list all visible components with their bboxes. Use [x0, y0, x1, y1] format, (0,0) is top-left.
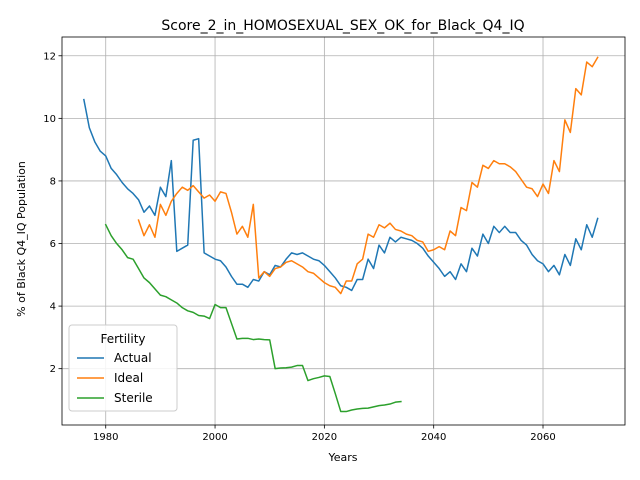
legend-box [68, 324, 178, 412]
legend-label-ideal: Ideal [114, 371, 143, 385]
x-tick-label: 2020 [312, 432, 337, 443]
y-tick-label: 6 [50, 239, 56, 250]
plot-frame [61, 36, 626, 426]
y-axis-label: % of Black Q4_IQ Population [15, 161, 28, 317]
x-tick-label: 2060 [530, 432, 555, 443]
y-tick-label: 8 [50, 176, 56, 187]
grid [62, 37, 625, 425]
y-tick-label: 4 [50, 302, 56, 313]
x-tick-label: 2000 [202, 432, 227, 443]
chart-title: Score_2_in_HOMOSEXUAL_SEX_OK_for_Black_Q… [161, 18, 524, 34]
legend-items: Actual Ideal Sterile [77, 351, 153, 405]
legend-label-actual: Actual [114, 351, 152, 365]
legend: Fertility Actual Ideal Sterile [68, 324, 178, 412]
x-axis-label: Years [327, 451, 357, 464]
x-tick-label: 1980 [93, 432, 118, 443]
series-line-ideal [137, 56, 599, 295]
legend-title: Fertility [100, 332, 145, 346]
series-line-sterile [104, 223, 402, 413]
legend-label-sterile: Sterile [114, 391, 153, 405]
y-tick-label: 12 [43, 51, 56, 62]
y-tick-label: 10 [43, 114, 56, 125]
series-line-actual [82, 98, 599, 292]
x-tick-label: 2040 [421, 432, 446, 443]
axis-ticks: 1980 2000 2020 2040 2060 2 4 6 8 10 12 [43, 51, 555, 443]
y-tick-label: 2 [50, 364, 56, 375]
series-lines [82, 56, 599, 413]
